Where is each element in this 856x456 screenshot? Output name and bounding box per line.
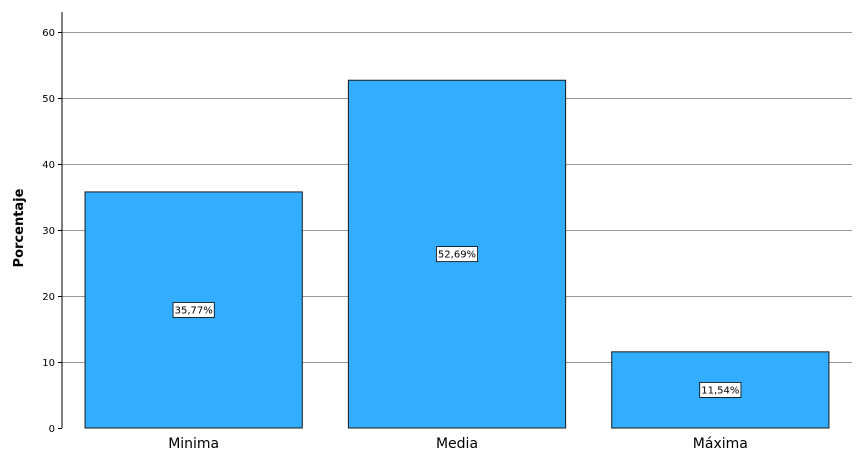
- data-label-box: [172, 302, 215, 318]
- y-axis-ticks: 0 10 20 30 40 50 60: [42, 28, 62, 435]
- y-tick-label: 60: [42, 28, 55, 39]
- data-label-box: [435, 246, 478, 263]
- y-tick-label: 50: [42, 94, 55, 105]
- bars: [84, 79, 830, 429]
- data-label: 11,54%: [701, 385, 739, 396]
- y-tick-label: 30: [42, 226, 55, 237]
- category-label: Minima: [168, 436, 219, 452]
- y-tick-label: 20: [42, 292, 55, 303]
- y-axis-label: Porcentaje: [12, 188, 27, 267]
- y-tick-label: 10: [42, 358, 55, 369]
- data-labels: 35,77% 52,69% 11,54%: [172, 246, 742, 398]
- data-label-box: [699, 382, 742, 398]
- data-label: 35,77%: [175, 305, 213, 316]
- y-tick-label: 40: [42, 160, 55, 171]
- y-tick-label: 0: [49, 424, 55, 435]
- category-label: Media: [436, 436, 478, 452]
- data-label: 52,69%: [438, 250, 476, 261]
- category-label: Máxima: [693, 436, 748, 452]
- category-labels: Minima Media Máxima: [168, 436, 748, 452]
